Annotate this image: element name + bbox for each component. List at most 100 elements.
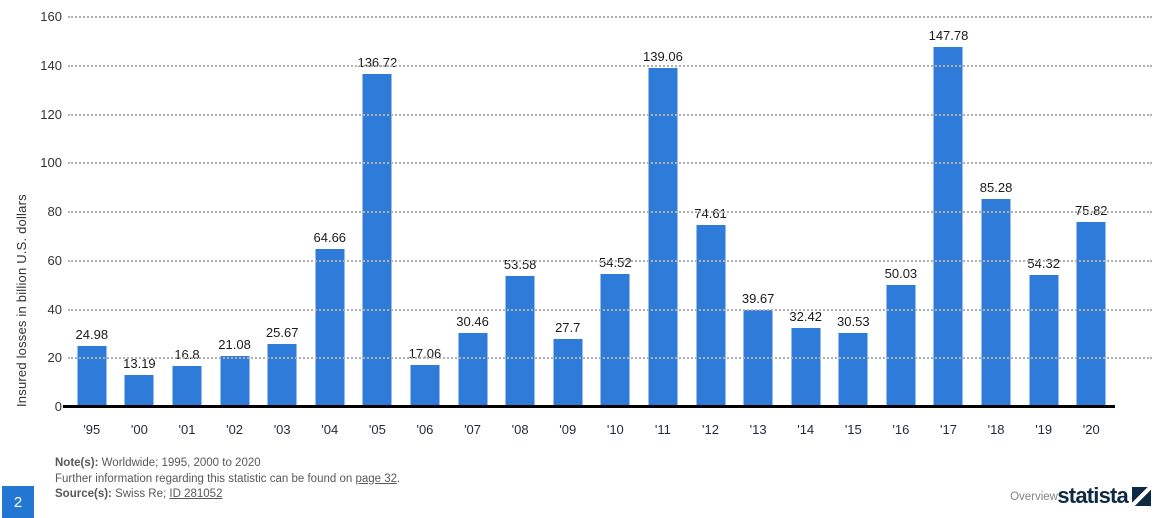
x-tick-label: '16	[892, 422, 910, 437]
gridline	[68, 16, 1152, 18]
x-axis-line	[63, 405, 1115, 408]
bar[interactable]	[362, 73, 392, 407]
y-tick-label: 60	[47, 252, 62, 268]
further-info-suffix: .	[397, 472, 401, 485]
note-line: Note(s): Worldwide; 1995, 2000 to 2020	[55, 456, 400, 472]
bar[interactable]	[267, 344, 297, 407]
y-tick-label: 40	[47, 301, 62, 317]
bar[interactable]	[1029, 274, 1059, 407]
x-tick-label: '18	[987, 422, 1005, 437]
bar-slot: 136.72	[354, 17, 402, 407]
bar-value-label: 25.67	[265, 325, 299, 341]
x-axis: '95 '00 '01 '02 '03 '04 '05 '06 '07 '08 '09 '10 '11 '…	[68, 416, 1115, 437]
y-tick-label: 20	[47, 350, 62, 366]
statista-wordmark: statista	[1057, 483, 1128, 508]
bar[interactable]	[648, 68, 678, 407]
bar[interactable]	[886, 285, 916, 407]
bar-value-label: 21.08	[218, 336, 251, 352]
bar-slot: 54.32	[1020, 17, 1068, 407]
bar[interactable]	[553, 339, 583, 407]
x-tick-label: '07	[464, 422, 482, 437]
bar-slot: 30.53	[830, 17, 878, 407]
gridline	[68, 113, 1152, 116]
y-tick-label: 140	[40, 57, 62, 73]
bar[interactable]	[933, 46, 963, 407]
bar-value-label: 39.67	[741, 291, 775, 307]
source-line: Source(s): Swiss Re; ID 281052	[55, 487, 400, 503]
x-tick-label: '13	[749, 422, 767, 437]
page-number: 2	[13, 493, 23, 511]
bar-chart: Insured losses in billion U.S. dollars 0…	[0, 9, 1165, 457]
x-tick-label: '11	[654, 422, 671, 437]
bar-value-label: 13.19	[123, 355, 156, 371]
bar[interactable]	[410, 365, 440, 407]
bar[interactable]	[172, 366, 202, 407]
bar[interactable]	[220, 355, 250, 407]
further-info-text: Further information regarding this stati…	[55, 472, 353, 485]
bar-slot: 75.82	[1067, 17, 1115, 407]
bar-slot: 147.78	[925, 17, 973, 407]
y-axis: 0 20 40 60 80 100 120 140 160	[0, 9, 62, 414]
bar[interactable]	[981, 199, 1011, 407]
bar-value-label: 147.78	[928, 27, 969, 43]
bar-value-label: 54.32	[1027, 255, 1060, 271]
bar[interactable]	[600, 274, 630, 407]
bar-value-label: 75.82	[1074, 203, 1108, 219]
x-tick-label: '04	[321, 422, 339, 437]
bar[interactable]	[838, 332, 868, 407]
bar-slot: 64.66	[306, 17, 354, 407]
gridline	[68, 259, 1152, 262]
bar[interactable]	[696, 225, 726, 407]
bar-value-label: 139.06	[643, 49, 683, 65]
x-tick-label: '17	[940, 422, 957, 437]
bar[interactable]	[1076, 222, 1106, 407]
x-tick-label: '06	[416, 422, 434, 437]
bar[interactable]	[124, 374, 154, 407]
bar-value-label: 16.8	[174, 347, 200, 363]
source-text: Swiss Re;	[115, 488, 167, 500]
x-tick-label: '02	[226, 422, 244, 437]
bar[interactable]	[77, 346, 107, 407]
footer-notes: Note(s): Worldwide; 1995, 2000 to 2020 F…	[55, 456, 400, 503]
statistic-id-link[interactable]: ID 281052	[169, 488, 223, 500]
statista-logo: statista	[1057, 483, 1151, 509]
bar-value-label: 50.03	[884, 266, 918, 282]
bar-value-label: 30.46	[456, 313, 489, 329]
y-tick-label: 80	[47, 204, 62, 219]
bar[interactable]	[315, 249, 345, 407]
bar-value-label: 24.98	[75, 327, 109, 343]
gridline	[68, 162, 1152, 165]
bar-value-label: 30.53	[837, 313, 870, 329]
bar[interactable]	[505, 276, 535, 407]
bar-slot: 50.03	[877, 17, 925, 407]
bar[interactable]	[791, 327, 821, 407]
notes-text: Worldwide; 1995, 2000 to 2020	[101, 457, 261, 469]
x-tick-label: '12	[702, 422, 719, 437]
x-tick-label: '15	[844, 422, 862, 437]
bar-value-label: 136.72	[357, 54, 398, 70]
x-tick-label: '08	[511, 422, 529, 437]
bar-value-label: 74.61	[694, 206, 727, 222]
gridline	[68, 357, 1152, 360]
x-tick-label: '95	[83, 422, 101, 437]
x-tick-label: '01	[178, 422, 196, 437]
x-tick-label: '03	[273, 422, 291, 437]
bar[interactable]	[458, 332, 488, 407]
x-tick-label: '14	[797, 422, 815, 437]
gridline	[68, 211, 1152, 213]
page-number-badge: 2	[2, 486, 34, 518]
bar-slot: 139.06	[639, 17, 687, 407]
bar-value-label: 54.52	[599, 255, 632, 271]
bar-slot: 13.19	[116, 17, 164, 407]
overview-link[interactable]: Overview	[1010, 491, 1058, 503]
bar-slot: 74.61	[687, 17, 735, 407]
bar-value-label: 27.7	[555, 320, 581, 336]
bar-value-label: 64.66	[313, 230, 347, 246]
y-tick-label: 160	[40, 9, 62, 24]
page-32-link[interactable]: page 32	[355, 472, 398, 485]
bar-slot: 85.28	[972, 17, 1020, 407]
bar-value-label: 32.42	[789, 308, 822, 324]
y-tick-label: 0	[54, 399, 62, 414]
gridline	[68, 64, 1152, 67]
